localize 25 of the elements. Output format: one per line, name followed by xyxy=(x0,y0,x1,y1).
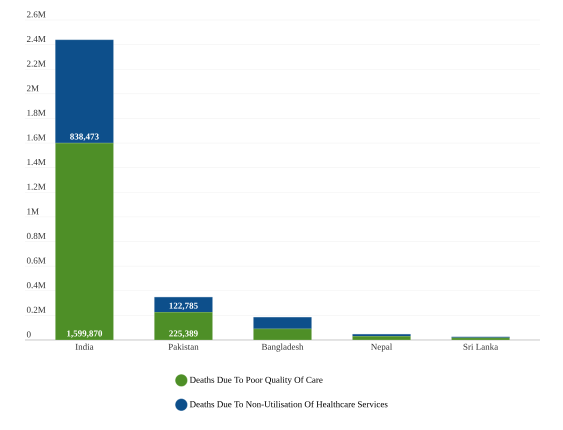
data-label: 225,389 xyxy=(169,330,198,338)
y-tick-label: 0.4M xyxy=(26,282,46,288)
y-tick-label: 1M xyxy=(27,208,39,214)
data-label: 122,785 xyxy=(170,302,198,310)
y-tick-label: 0.8M xyxy=(26,232,46,239)
legend-label: Deaths Due To Poor Quality Of Care xyxy=(190,376,323,385)
y-tick-label: 2.4M xyxy=(26,36,46,42)
legend-label: Deaths Due To Non-Utilisation Of Healthcare Services xyxy=(190,400,388,408)
y-tick-label: 0 xyxy=(26,331,31,338)
x-tick-label: Sri Lanka xyxy=(464,344,498,350)
y-tick-label: 0.6M xyxy=(26,257,46,264)
y-tick-label: 2M xyxy=(26,85,39,92)
y-tick-label: 1.4M xyxy=(27,159,46,166)
y-tick-label: 1.6M xyxy=(27,134,46,141)
x-tick-label: Pakistan xyxy=(168,344,199,350)
y-tick-label: 1.8M xyxy=(27,110,46,116)
y-tick-label: 0.2M xyxy=(26,306,46,313)
x-tick-label: India xyxy=(76,344,94,350)
y-tick-label: 1.2M xyxy=(27,184,46,190)
y-tick-label: 2.6M xyxy=(26,11,46,18)
y-tick-label: 2.2M xyxy=(26,60,46,67)
x-tick-label: Nepal xyxy=(371,344,392,352)
data-label: 1,599,870 xyxy=(67,330,102,338)
x-tick-label: Bangladesh xyxy=(262,344,304,352)
data-label: 838,473 xyxy=(70,134,99,141)
